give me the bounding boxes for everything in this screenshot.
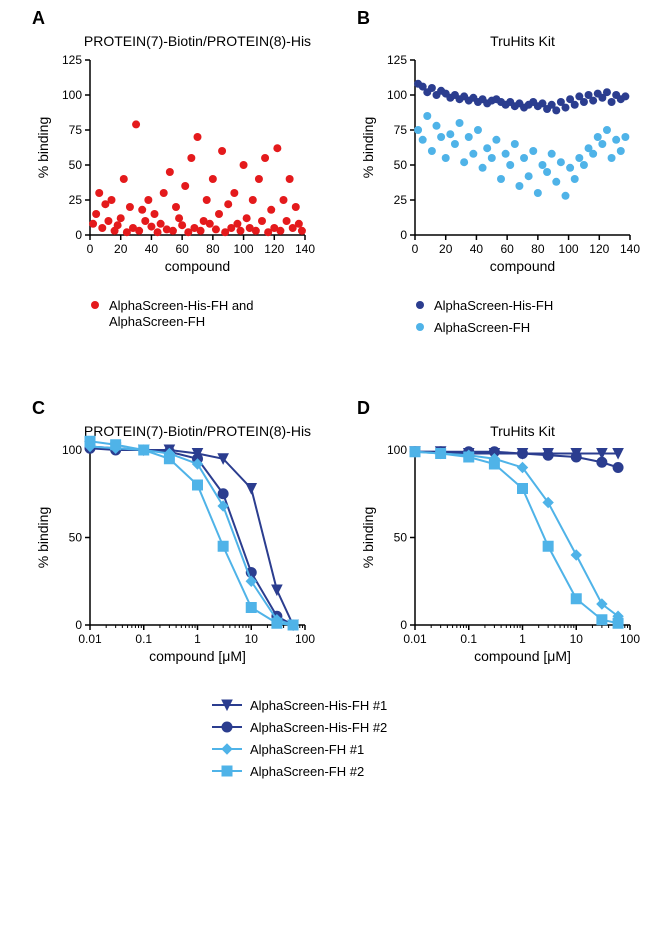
y-tick-label: 50 (394, 531, 408, 545)
legend-label: AlphaScreen-His-FH (434, 298, 553, 313)
x-axis-label: compound [μM] (149, 648, 246, 664)
y-tick-label: 75 (69, 123, 83, 137)
panel-d: D TruHits Kit 0 50 100 0.01 0.1 1 10 100 compound … (357, 398, 640, 664)
x-tick-label: 140 (295, 242, 315, 256)
x-tick-label: 100 (620, 632, 640, 646)
y-axis-label: % binding (360, 117, 376, 179)
y-tick-label: 25 (394, 193, 408, 207)
y-tick-label: 125 (387, 53, 407, 67)
y-tick-label: 25 (69, 193, 83, 207)
legend-label: AlphaScreen-His-FH #1 (250, 698, 387, 713)
legend-label: AlphaScreen-FH #1 (250, 742, 364, 757)
y-tick-label: 50 (69, 531, 83, 545)
y-tick-label: 0 (75, 618, 82, 632)
x-tick-label: 1 (519, 632, 526, 646)
y-tick-label: 0 (400, 618, 407, 632)
legend-bottom: AlphaScreen-His-FH #1 AlphaScreen-His-FH … (212, 698, 387, 779)
y-tick-label: 100 (387, 88, 407, 102)
curve (415, 452, 618, 624)
y-tick-label: 100 (387, 443, 407, 457)
x-tick-label: 40 (145, 242, 159, 256)
y-tick-label: 0 (400, 228, 407, 242)
x-tick-label: 100 (559, 242, 579, 256)
curve (415, 452, 618, 617)
x-tick-label: 60 (500, 242, 514, 256)
x-tick-label: 140 (620, 242, 640, 256)
y-tick-label: 100 (62, 443, 82, 457)
x-tick-label: 100 (295, 632, 315, 646)
panel-label: A (32, 8, 45, 28)
x-tick-label: 0.01 (403, 632, 427, 646)
x-tick-label: 10 (245, 632, 259, 646)
x-tick-label: 120 (264, 242, 284, 256)
x-tick-label: 0 (412, 242, 419, 256)
y-tick-label: 50 (394, 158, 408, 172)
panel-label: B (357, 8, 370, 28)
x-tick-label: 80 (206, 242, 220, 256)
panel-title: PROTEIN(7)-Biotin/PROTEIN(8)-His (84, 423, 311, 439)
panel-title: PROTEIN(7)-Biotin/PROTEIN(8)-His (84, 33, 311, 49)
x-tick-label: 20 (114, 242, 128, 256)
x-tick-label: 60 (175, 242, 189, 256)
y-axis-label: % binding (35, 507, 51, 569)
x-tick-label: 100 (234, 242, 254, 256)
legend-label: AlphaScreen-His-FH and (109, 298, 254, 313)
panel-c: C PROTEIN(7)-Biotin/PROTEIN(8)-His 0 50 100 0… (32, 398, 315, 664)
x-axis-label: compound [μM] (474, 648, 571, 664)
panel-label: C (32, 398, 45, 418)
y-tick-label: 100 (62, 88, 82, 102)
panel-b: B TruHits Kit 0 25 50 75 100 125 0 20 40 60 80 100 120… (357, 8, 640, 274)
x-axis-label: compound (490, 258, 555, 274)
x-tick-label: 0 (87, 242, 94, 256)
x-axis-label: compound (165, 258, 230, 274)
x-tick-label: 0.1 (135, 632, 152, 646)
panel-title: TruHits Kit (490, 33, 555, 49)
legend-label: AlphaScreen-FH (434, 320, 530, 335)
y-tick-label: 125 (62, 53, 82, 67)
x-tick-label: 0.01 (78, 632, 102, 646)
x-tick-label: 40 (470, 242, 484, 256)
x-tick-label: 1 (194, 632, 201, 646)
panel-label: D (357, 398, 370, 418)
panel-a: A PROTEIN(7)-Biotin/PROTEIN(8)-His 0 25 50 75… (32, 8, 315, 274)
legend-label: AlphaScreen-His-FH #2 (250, 720, 387, 735)
legend-b: AlphaScreen-His-FH AlphaScreen-FH (416, 298, 553, 335)
y-axis-label: % binding (360, 507, 376, 569)
x-tick-label: 80 (531, 242, 545, 256)
x-tick-label: 20 (439, 242, 453, 256)
y-tick-label: 50 (69, 158, 83, 172)
legend-label: AlphaScreen-FH #2 (250, 764, 364, 779)
x-tick-label: 120 (589, 242, 609, 256)
x-tick-label: 0.1 (460, 632, 477, 646)
panel-title: TruHits Kit (490, 423, 555, 439)
y-axis-label: % binding (35, 117, 51, 179)
y-tick-label: 75 (394, 123, 408, 137)
x-tick-label: 10 (570, 632, 584, 646)
legend-label: AlphaScreen-FH (109, 314, 205, 329)
y-tick-label: 0 (75, 228, 82, 242)
legend-a: AlphaScreen-His-FH andAlphaScreen-FH (91, 298, 254, 329)
figure-svg: A PROTEIN(7)-Biotin/PROTEIN(8)-His 0 25 50 75… (0, 0, 664, 942)
